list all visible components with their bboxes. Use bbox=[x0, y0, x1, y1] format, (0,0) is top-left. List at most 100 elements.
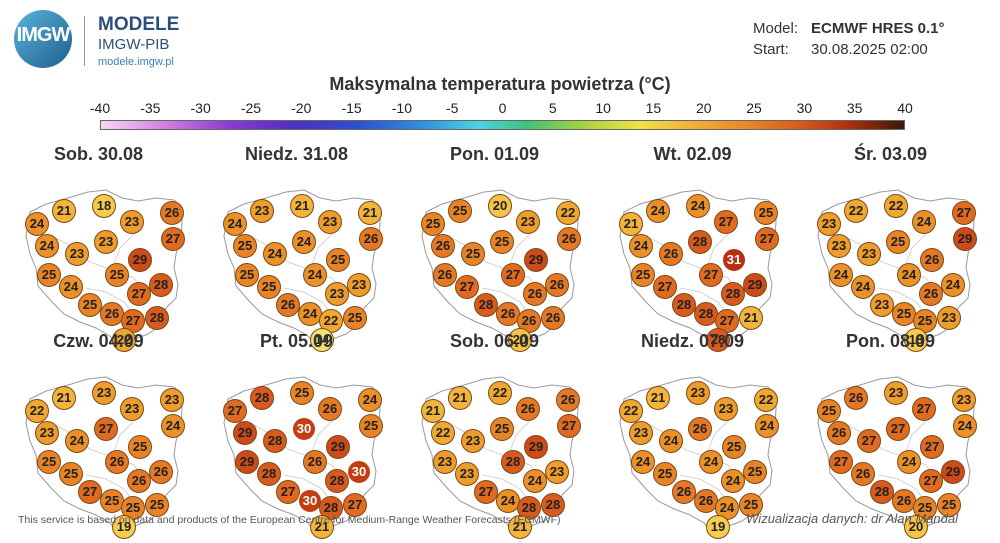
temperature-marker: 25 bbox=[59, 462, 83, 486]
temperature-marker: 26 bbox=[920, 248, 944, 272]
scale-tick: -25 bbox=[240, 100, 262, 116]
temperature-marker: 23 bbox=[461, 429, 485, 453]
imgw-logo: IMGW MODELE IMGW-PIB modele.imgw.pl bbox=[14, 10, 184, 72]
scale-tick: 35 bbox=[846, 100, 863, 116]
temperature-marker: 26 bbox=[851, 462, 875, 486]
temperature-marker: 23 bbox=[714, 397, 738, 421]
temperature-marker: 24 bbox=[897, 263, 921, 287]
temperature-marker: 24 bbox=[659, 429, 683, 453]
temperature-marker: 26 bbox=[359, 227, 383, 251]
scale-tick: 10 bbox=[595, 100, 611, 116]
temperature-marker: 25 bbox=[722, 435, 746, 459]
temperature-marker: 26 bbox=[827, 421, 851, 445]
panel-date: Czw. 04.09 bbox=[53, 331, 144, 351]
temperature-marker: 26 bbox=[127, 469, 151, 493]
scale-tick-labels: -40 -35 -30 -25 -20 -15 -10 -5 0 5 10 15 20 25 30 35 40 bbox=[90, 100, 913, 118]
brand-url[interactable]: modele.imgw.pl bbox=[98, 56, 174, 68]
temperature-marker: 28 bbox=[672, 293, 696, 317]
brand-org: IMGW-PIB bbox=[98, 36, 170, 53]
temperature-marker: 23 bbox=[35, 421, 59, 445]
logo-mark: IMGW bbox=[16, 24, 71, 46]
panel-date: Śr. 03.09 bbox=[853, 144, 928, 164]
temperature-marker: 29 bbox=[941, 460, 965, 484]
temperature-marker: 27 bbox=[276, 480, 300, 504]
temperature-marker: 25 bbox=[739, 493, 763, 517]
temperature-marker: 26 bbox=[303, 450, 327, 474]
temperature-marker: 24 bbox=[699, 450, 723, 474]
temperature-marker: 22 bbox=[754, 388, 778, 412]
panel-date: Sob. 06.09 bbox=[449, 331, 540, 351]
temperature-marker: 19 bbox=[112, 515, 136, 539]
temperature-marker: 23 bbox=[455, 462, 479, 486]
temperature-colorbar bbox=[100, 120, 905, 130]
temperature-marker: 27 bbox=[912, 397, 936, 421]
forecast-panel: Wt. 02.09 21 24 24 27 25 27 24 26 28 31 25 27 27 28 29 2… bbox=[610, 144, 779, 352]
temperature-marker: 21 bbox=[52, 386, 76, 410]
temperature-marker: 26 bbox=[105, 450, 129, 474]
temperature-marker: 28 bbox=[721, 282, 745, 306]
temperature-marker: 25 bbox=[490, 417, 514, 441]
temperature-marker: 28 bbox=[325, 469, 349, 493]
temperature-marker: 23 bbox=[629, 421, 653, 445]
scale-tick: -35 bbox=[140, 100, 161, 116]
temperature-marker: 26 bbox=[672, 480, 696, 504]
temperature-marker: 28 bbox=[145, 306, 169, 330]
temperature-marker: 23 bbox=[817, 212, 841, 236]
temperature-marker: 24 bbox=[755, 414, 779, 438]
temperature-marker: 26 bbox=[556, 388, 580, 412]
temperature-marker: 29 bbox=[233, 421, 257, 445]
temperature-marker: 25 bbox=[326, 248, 350, 272]
temperature-marker: 27 bbox=[829, 450, 853, 474]
temperature-marker: 25 bbox=[128, 435, 152, 459]
temperature-marker: 25 bbox=[37, 450, 61, 474]
temperature-marker: 27 bbox=[94, 417, 118, 441]
temperature-marker: 25 bbox=[886, 230, 910, 254]
temperature-marker: 24 bbox=[161, 414, 185, 438]
temperature-marker: 27 bbox=[474, 480, 498, 504]
temperature-marker: 28 bbox=[688, 230, 712, 254]
temperature-marker: 23 bbox=[827, 234, 851, 258]
temperature-marker: 27 bbox=[886, 417, 910, 441]
panel-date: Pon. 01.09 bbox=[449, 144, 540, 164]
temperature-marker: 22 bbox=[488, 381, 512, 405]
temperature-marker: 27 bbox=[919, 469, 943, 493]
temperature-marker: 19 bbox=[706, 515, 730, 539]
temperature-marker: 29 bbox=[743, 273, 767, 297]
country-border bbox=[223, 376, 381, 536]
scale-tick: -5 bbox=[445, 100, 459, 116]
temperature-marker: 30 bbox=[347, 460, 371, 484]
temperature-marker: 24 bbox=[897, 450, 921, 474]
temperature-marker: 21 bbox=[619, 212, 643, 236]
temperature-marker: 24 bbox=[292, 230, 316, 254]
temperature-marker: 24 bbox=[829, 263, 853, 287]
temperature-marker: 24 bbox=[223, 212, 247, 236]
temperature-marker: 24 bbox=[912, 210, 936, 234]
temperature-marker: 27 bbox=[557, 414, 581, 438]
temperature-marker: 23 bbox=[937, 306, 961, 330]
temperature-marker: 23 bbox=[65, 242, 89, 266]
temperature-marker: 22 bbox=[884, 194, 908, 218]
temperature-marker: 30 bbox=[298, 489, 322, 513]
temperature-marker: 25 bbox=[892, 302, 916, 326]
temperature-marker: 26 bbox=[517, 309, 541, 333]
temperature-marker: 20 bbox=[508, 328, 532, 352]
temperature-marker: 24 bbox=[263, 242, 287, 266]
scale-tick: 25 bbox=[746, 100, 762, 116]
temperature-marker: 25 bbox=[105, 263, 129, 287]
temperature-marker: 24 bbox=[65, 429, 89, 453]
temperature-marker: 29 bbox=[524, 435, 548, 459]
temperature-marker: 26 bbox=[433, 263, 457, 287]
temperature-marker: 18 bbox=[92, 194, 116, 218]
temperature-marker: 27 bbox=[121, 309, 145, 333]
temperature-marker: 29 bbox=[524, 248, 548, 272]
temperature-marker: 26 bbox=[276, 293, 300, 317]
country-border bbox=[619, 189, 777, 349]
temperature-marker: 23 bbox=[545, 460, 569, 484]
temperature-marker: 26 bbox=[523, 282, 547, 306]
country-border bbox=[817, 376, 975, 536]
temperature-marker: 23 bbox=[120, 397, 144, 421]
temperature-marker: 23 bbox=[250, 199, 274, 223]
scale-tick: -40 bbox=[89, 100, 111, 116]
visualization-credit: Wizualizacja danych: dr Alan Mandal bbox=[746, 511, 958, 526]
temperature-marker: 24 bbox=[303, 263, 327, 287]
